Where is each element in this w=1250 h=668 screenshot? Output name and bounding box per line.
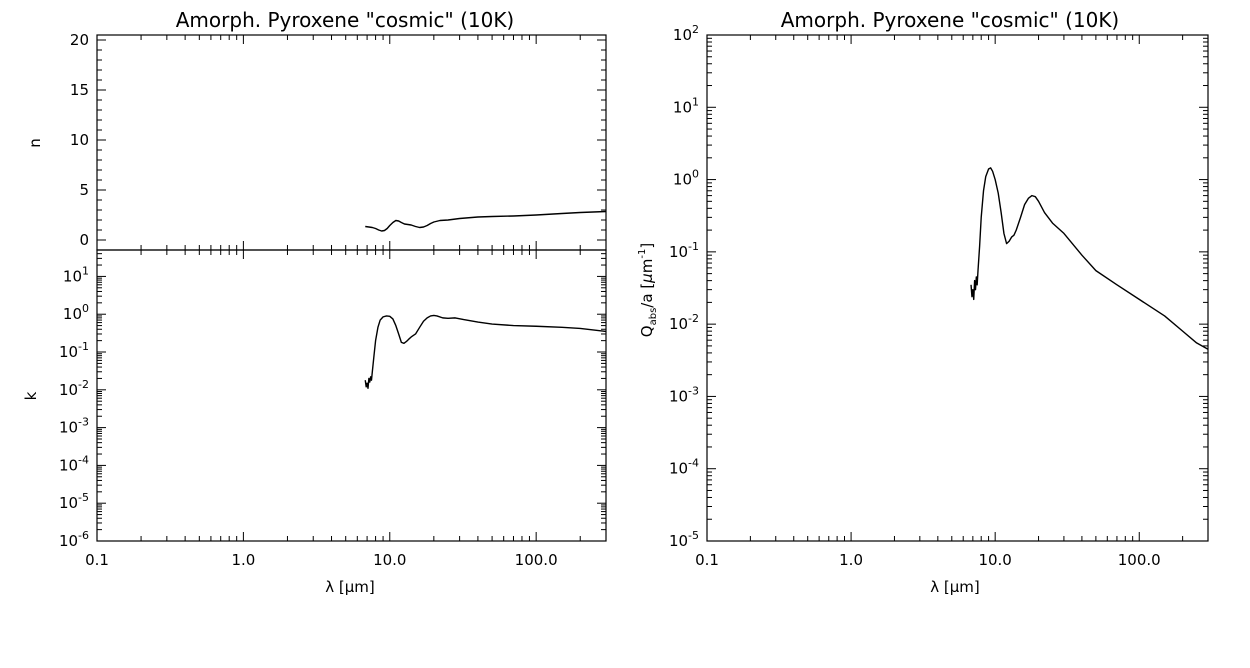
k-panel-ytick-label: 10-4: [59, 453, 89, 474]
right-chart-title: Amorph. Pyroxene "cosmic" (10K): [781, 8, 1120, 32]
qabs-panel-ytick-label: 10-2: [669, 312, 699, 333]
k-panel-ytick-label: 10-1: [59, 340, 89, 361]
left-xtick-labels: 0.1 1.0 10.0 100.0: [85, 551, 558, 569]
left-x-axis-label: λ [μm]: [325, 578, 375, 596]
qabs-curve: [970, 167, 1209, 350]
n-panel-ytick-label: 0: [79, 231, 89, 249]
qabs-panel-ytick-label: 100: [673, 168, 699, 189]
k-panel-ytick-label: 100: [63, 302, 89, 323]
k-panel-ytick-label: 10-5: [59, 491, 89, 512]
n-panel-ytick-label: 20: [70, 31, 89, 49]
k-panel-xtick-label: 0.1: [85, 551, 109, 569]
qabs-panel-ytick-label: 101: [673, 95, 699, 116]
right-xtick-labels: 0.1 1.0 10.0 100.0: [695, 551, 1161, 569]
k-panel-ytick-label: 10-3: [59, 416, 89, 437]
qabs-axis-label: Qabs/a [μm-1]: [637, 243, 659, 337]
n-panel-ticks: [96, 35, 607, 250]
qabs-panel-ytick-label: 10-3: [669, 384, 699, 405]
left-chart: Amorph. Pyroxene "cosmic" (10K) 0 5 10 15 20…: [22, 8, 607, 596]
right-x-axis-label: λ [μm]: [930, 578, 980, 596]
k-panel-xtick-label: 100.0: [515, 551, 558, 569]
n-panel: 0 5 10 15 20 n: [26, 31, 607, 251]
qabs-panel-xtick-label: 1.0: [839, 551, 863, 569]
k-panel-xtick-label: 10.0: [373, 551, 406, 569]
qabs-panel-ytick-label: 10-4: [669, 457, 699, 478]
k-panel-ytick-label: 101: [63, 264, 89, 285]
k-panel-ytick-labels: 10-6 10-5 10-4 10-3 10-2 10-1 100 101: [59, 264, 89, 550]
qabs-panel-ytick-labels: 10-5 10-4 10-3 10-2 10-1 100 101 102: [669, 23, 699, 550]
n-panel-ytick-label: 5: [79, 181, 89, 199]
k-panel-ytick-label: 10-2: [59, 378, 89, 399]
n-panel-ytick-label: 15: [70, 81, 89, 99]
qabs-panel-xtick-label: 100.0: [1118, 551, 1161, 569]
qabs-panel-xtick-label: 10.0: [978, 551, 1011, 569]
k-panel: 10-6 10-5 10-4 10-3 10-2 10-1 100 101 k: [22, 249, 607, 550]
k-panel-xtick-label: 1.0: [231, 551, 255, 569]
qabs-panel-ytick-label: 10-5: [669, 529, 699, 550]
k-axis-label: k: [22, 391, 40, 400]
qabs-panel-xtick-label: 0.1: [695, 551, 719, 569]
qabs-panel-ticks: [706, 34, 1209, 542]
qabs-panel-ytick-label: 102: [673, 23, 699, 44]
n-panel-ytick-label: 10: [70, 131, 89, 149]
k-panel-ytick-label: 10-6: [59, 529, 89, 550]
right-chart: Amorph. Pyroxene "cosmic" (10K) 10-5 10-4…: [637, 8, 1209, 596]
k-curve: [364, 314, 607, 389]
k-panel-frame: [96, 249, 607, 542]
n-panel-frame: [96, 34, 607, 251]
left-chart-title: Amorph. Pyroxene "cosmic" (10K): [176, 8, 515, 32]
qabs-panel-frame: [706, 34, 1209, 542]
k-panel-ticks: [96, 249, 607, 542]
qabs-panel-ytick-label: 10-1: [669, 240, 699, 261]
n-curve: [365, 210, 607, 232]
n-axis-label: n: [26, 138, 44, 148]
n-panel-ytick-labels: 0 5 10 15 20: [70, 31, 89, 249]
